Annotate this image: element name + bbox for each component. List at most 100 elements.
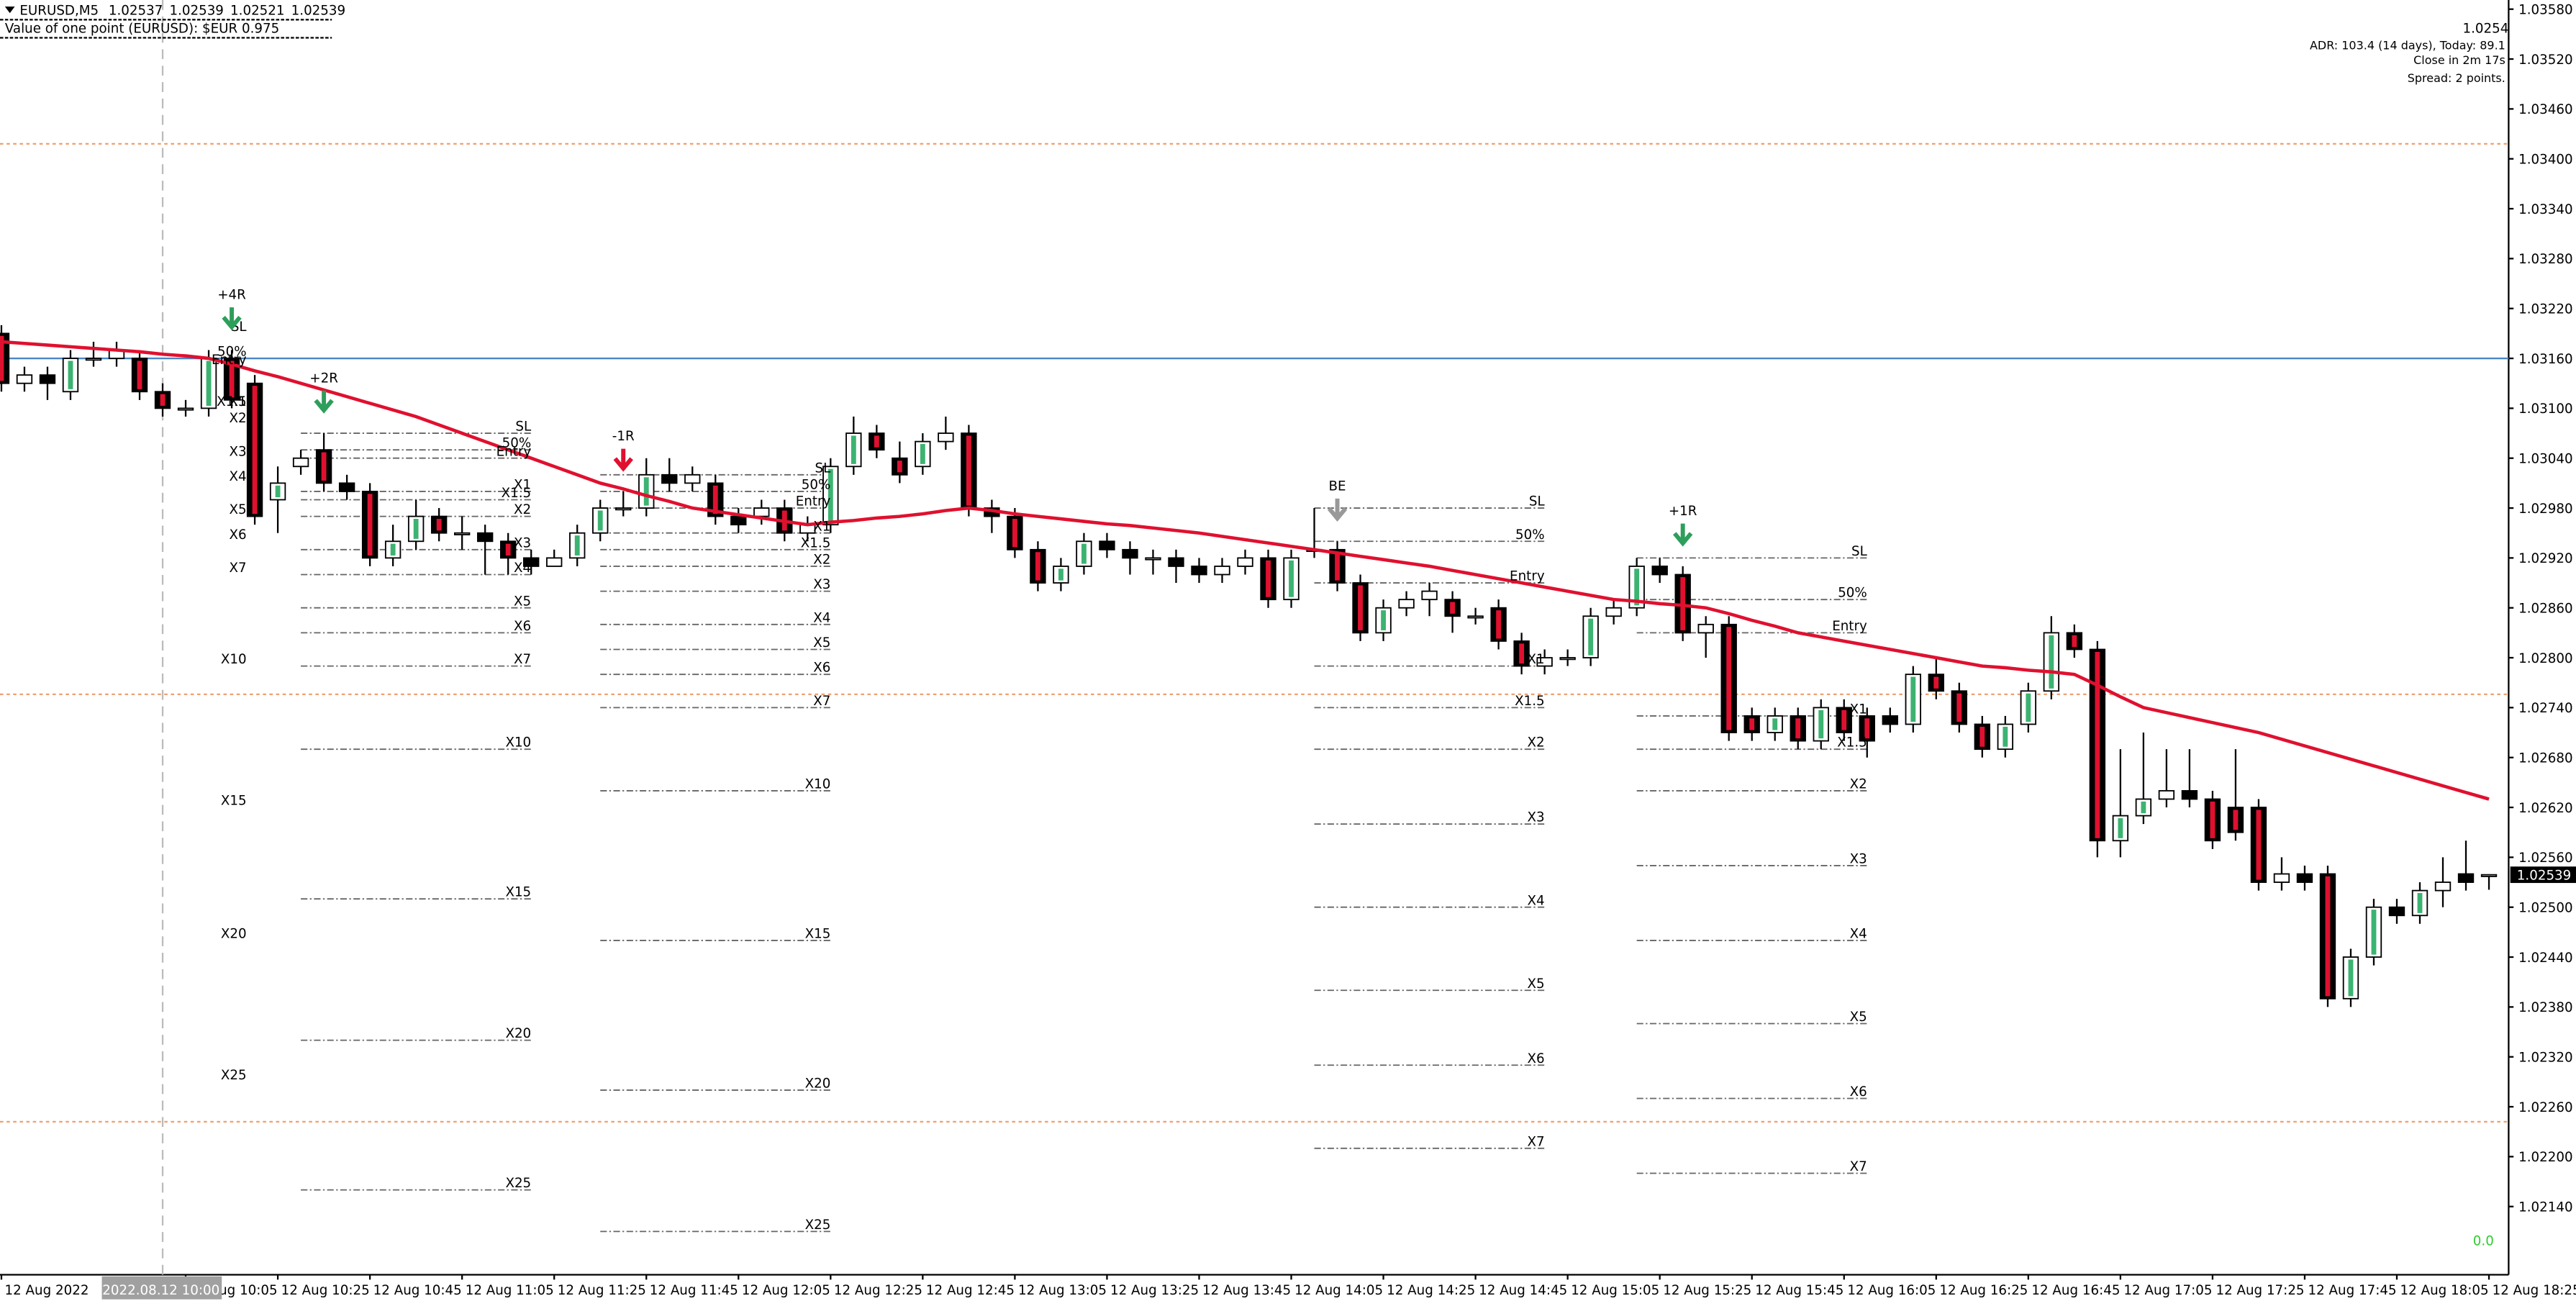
- y-tick-label: 1.02740: [2518, 701, 2572, 716]
- candle-body: [1605, 607, 1622, 617]
- candle-stripe: [1289, 560, 1294, 597]
- candle-stripe: [920, 444, 925, 464]
- x-tick-label: 12 Aug 14:05: [1294, 1283, 1383, 1298]
- level-label: X6: [1850, 1084, 1867, 1100]
- candle-stripe: [2049, 635, 2054, 689]
- candle-stripe: [68, 361, 73, 389]
- level-label: X20: [505, 1026, 531, 1041]
- candle-stripe: [1266, 560, 1271, 597]
- trade-result: -1R: [612, 429, 635, 444]
- candle-body: [1697, 623, 1714, 634]
- candle-body: [338, 482, 355, 492]
- x-tick-label: 12 Aug 13:05: [1018, 1283, 1107, 1298]
- level-label: X7: [229, 561, 246, 576]
- crosshair-label: 2022.08.12 10:00: [102, 1283, 219, 1298]
- candle-stripe: [966, 435, 971, 506]
- x-tick-label: 12 Aug 16:25: [1939, 1283, 2028, 1298]
- x-tick-label: 12 Aug 13:45: [1202, 1283, 1291, 1298]
- x-tick-label: 12 Aug 14:25: [1387, 1283, 1475, 1298]
- y-tick-label: 1.02860: [2518, 602, 2572, 617]
- x-tick-label: 12 Aug 14:45: [1479, 1283, 1567, 1298]
- candle-body: [2434, 881, 2452, 892]
- y-tick-label: 1.03400: [2518, 153, 2572, 168]
- candle-body: [661, 473, 678, 484]
- x-tick-label: 12 Aug 17:05: [2123, 1283, 2212, 1298]
- candle-stripe: [1381, 610, 1386, 630]
- candle-stripe: [2118, 818, 2123, 838]
- candle-stripe: [1358, 585, 1363, 630]
- candle-stripe: [1933, 676, 1939, 689]
- level-label: SL: [515, 420, 532, 435]
- level-label: X1.5: [801, 535, 831, 550]
- candle-body: [615, 507, 632, 511]
- level-label: X2: [514, 502, 531, 517]
- level-label: X1: [1850, 702, 1867, 717]
- level-label: X10: [805, 777, 831, 792]
- level-label: X3: [229, 444, 246, 459]
- symbol-header: EURUSD,M5 1.02537 1.02539 1.02521 1.02539: [19, 4, 345, 19]
- x-tick-label: 12 Aug 12:45: [926, 1283, 1015, 1298]
- level-label: 50%: [217, 345, 247, 360]
- candle-stripe: [2026, 693, 2031, 722]
- level-label: Entry: [796, 494, 831, 509]
- level-label: Entry: [496, 444, 532, 459]
- close-timer: Close in 2m 17s: [2413, 53, 2505, 67]
- x-tick-label: 12 Aug 11:45: [650, 1283, 738, 1298]
- menu-triangle[interactable]: [4, 6, 15, 14]
- level-label: Entry: [212, 353, 247, 368]
- y-tick-label: 1.02320: [2518, 1051, 2572, 1066]
- y-tick-label: 1.03520: [2518, 53, 2572, 68]
- level-label: X15: [505, 885, 531, 900]
- y-tick-label: 1.03580: [2518, 3, 2572, 18]
- level-label: Entry: [1832, 619, 1867, 634]
- candle-body: [2388, 906, 2405, 917]
- candle-body: [1122, 548, 1138, 559]
- candle-stripe: [160, 394, 165, 406]
- candle-stripe: [1335, 552, 1340, 581]
- level-label: X25: [221, 1068, 247, 1083]
- x-tick-label: 12 Aug 17:25: [2216, 1283, 2304, 1298]
- level-label: X2: [813, 553, 830, 568]
- level-label: X5: [813, 635, 830, 650]
- candle-body: [476, 532, 494, 543]
- candle-body: [1168, 557, 1184, 567]
- candle-stripe: [137, 361, 142, 389]
- level-label: X3: [514, 535, 531, 550]
- candle-body: [16, 374, 33, 384]
- candle-stripe: [851, 435, 856, 464]
- level-label: X5: [1850, 1010, 1867, 1025]
- moving-average: [1, 340, 2490, 801]
- level-label: SL: [1529, 494, 1546, 509]
- level-label: X1: [229, 394, 246, 409]
- level-label: X6: [514, 619, 531, 634]
- header-low: 1.02521: [230, 4, 284, 19]
- candle-body: [177, 407, 194, 411]
- candle-stripe: [827, 468, 833, 522]
- candles-layer: [0, 325, 2498, 1007]
- candle-stripe: [2325, 876, 2331, 997]
- x-tick-label: 12 Aug 11:25: [558, 1283, 646, 1298]
- level-label: X5: [229, 502, 246, 517]
- candle-stripe: [1012, 519, 1017, 548]
- level-label: X5: [1528, 976, 1545, 992]
- level-label: 50%: [802, 478, 831, 493]
- trade-result: +4R: [217, 288, 246, 303]
- y-tick-label: 1.02500: [2518, 901, 2572, 916]
- counter: 0.0: [2473, 1233, 2494, 1248]
- candle-stripe: [597, 510, 603, 531]
- candle-stripe: [1772, 718, 1778, 730]
- x-tick-label: 12 Aug 10:45: [373, 1283, 462, 1298]
- level-label: X1.5: [502, 486, 532, 501]
- candle-stripe: [1864, 718, 1870, 739]
- y-tick-label: 1.02440: [2518, 951, 2572, 966]
- symbol: EURUSD,M5: [19, 4, 99, 19]
- x-tick-label: 12 Aug 17:45: [2308, 1283, 2397, 1298]
- candle-stripe: [206, 361, 212, 406]
- level-label: X1: [514, 478, 531, 493]
- point-value: Value of one point (EURUSD): $EUR 0.975: [5, 22, 279, 37]
- candle-stripe: [874, 435, 879, 448]
- candle-stripe: [1726, 627, 1732, 730]
- candle-body: [2480, 874, 2498, 877]
